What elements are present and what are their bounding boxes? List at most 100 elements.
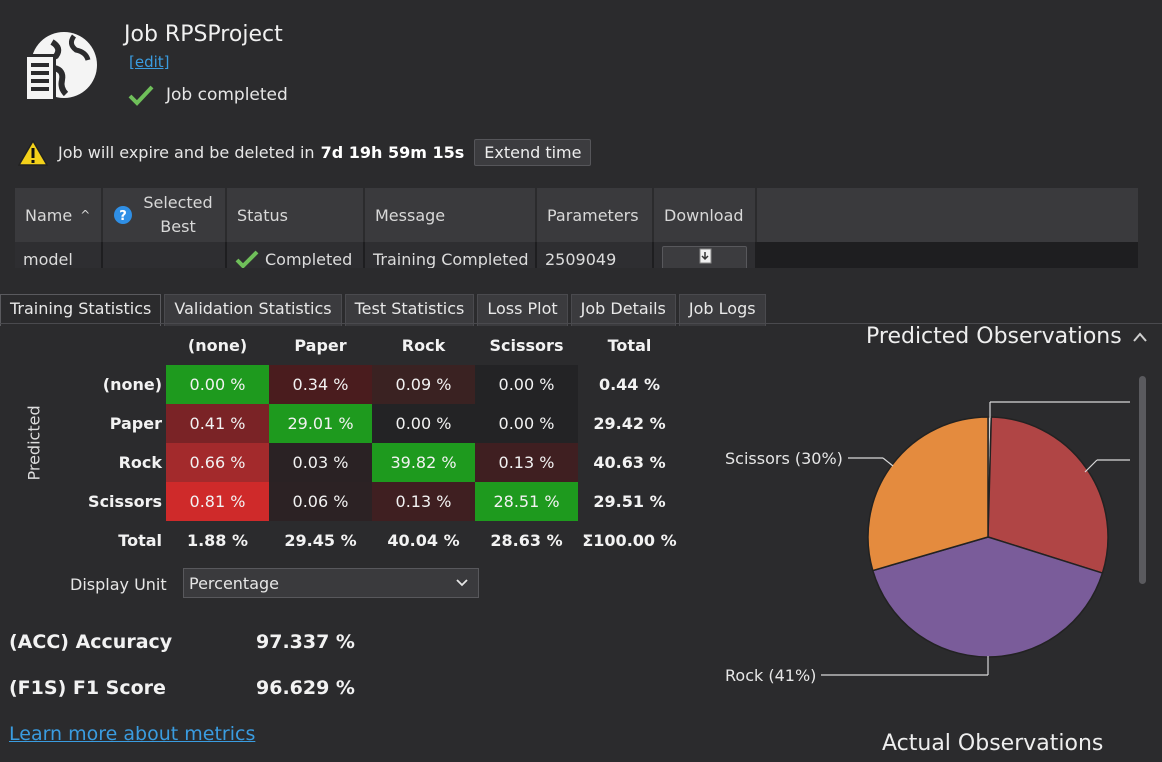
column-name-label: Name — [25, 205, 73, 225]
job-status-text: Job completed — [166, 85, 288, 105]
matrix-cell: 0.81 % — [166, 482, 269, 521]
matrix-cell: 0.03 % — [269, 443, 372, 482]
help-icon[interactable]: ? — [113, 205, 133, 225]
matrix-cell: 0.00 % — [475, 365, 578, 404]
matrix-col-header: Total — [607, 336, 652, 355]
column-header-status[interactable]: Status — [227, 188, 365, 242]
leader-line-scissors — [882, 457, 894, 467]
pie-label-scissors: Scissors (30%) — [725, 449, 843, 468]
sort-ascending-icon: ^ — [80, 208, 91, 222]
svg-text:?: ? — [119, 209, 127, 224]
column-header-selected-best[interactable]: ? Selected Best — [103, 188, 227, 242]
column-header-filler — [757, 188, 1138, 242]
cell-name: model — [15, 242, 103, 268]
confusion-matrix: (none) Paper Rock Scissors Total (none) … — [62, 326, 681, 560]
column-header-name[interactable]: Name ^ — [15, 188, 103, 242]
matrix-totals-row: Total 1.88 % 29.45 % 40.04 % 28.63 % Σ10… — [62, 521, 681, 560]
matrix-col-header: Rock — [401, 336, 446, 355]
jobs-table-header: Name ^ ? Selected Best Status Message Pa… — [15, 188, 1138, 242]
extend-time-button[interactable]: Extend time — [474, 139, 592, 166]
job-title: Job RPSProject — [124, 22, 283, 47]
matrix-cell: 0.00 % — [372, 404, 475, 443]
predicted-observations-title: Predicted Observations — [866, 324, 1122, 349]
cell-status-text: Completed — [265, 250, 353, 268]
tab-bar: Training Statistics Validation Statistic… — [0, 294, 766, 326]
cell-download — [654, 242, 757, 268]
accuracy-label: (ACC) Accuracy — [9, 631, 173, 653]
matrix-cell: 0.00 % — [166, 365, 269, 404]
tab-job-details[interactable]: Job Details — [570, 294, 676, 326]
column-selected-best-label: Selected Best — [143, 193, 213, 236]
matrix-col-total: 1.88 % — [186, 531, 249, 550]
tab-validation-statistics[interactable]: Validation Statistics — [164, 294, 342, 326]
expiry-warning: Job will expire and be deleted in 7d 19h… — [18, 139, 592, 166]
matrix-cell: 0.41 % — [166, 404, 269, 443]
cell-message: Training Completed — [365, 242, 537, 268]
matrix-row: (none) 0.00 % 0.34 % 0.09 % 0.00 % 0.44 … — [62, 365, 681, 404]
matrix-row-total: 29.42 % — [593, 414, 666, 433]
matrix-cell: 39.82 % — [372, 443, 475, 482]
matrix-row: Scissors 0.81 % 0.06 % 0.13 % 28.51 % 29… — [62, 482, 681, 521]
expiry-time-left: 7d 19h 59m 15s — [320, 143, 465, 162]
matrix-axis-label: Predicted — [24, 405, 44, 481]
column-header-download[interactable]: Download — [654, 188, 757, 242]
matrix-cell: 0.06 % — [269, 482, 372, 521]
predicted-observations-pie-chart: Scissors (30%) Rock (41%) — [725, 401, 1130, 685]
matrix-row: Rock 0.66 % 0.03 % 39.82 % 0.13 % 40.63 … — [62, 443, 681, 482]
cell-parameters: 2509049 — [537, 242, 654, 268]
display-unit-select[interactable]: Percentage — [183, 568, 479, 598]
chevron-up-icon[interactable] — [1132, 331, 1148, 343]
tab-loss-plot[interactable]: Loss Plot — [477, 294, 568, 326]
tab-training-statistics[interactable]: Training Statistics — [0, 294, 162, 326]
matrix-cell: 28.51 % — [475, 482, 578, 521]
tab-divider — [0, 323, 1162, 324]
pie-label-rock: Rock (41%) — [725, 666, 816, 685]
actual-observations-title: Actual Observations — [882, 731, 1104, 756]
matrix-cell: 0.13 % — [372, 482, 475, 521]
f1-score-value: 96.629 % — [256, 677, 355, 699]
job-status: Job completed — [128, 84, 288, 106]
matrix-row-header: Rock — [118, 453, 162, 472]
matrix-col-header: (none) — [187, 336, 248, 355]
scrollbar[interactable] — [1139, 376, 1146, 584]
display-unit-label: Display Unit — [70, 575, 167, 594]
matrix-col-header: Paper — [294, 336, 347, 355]
checkmark-icon — [128, 85, 154, 106]
cell-selected-best — [103, 242, 227, 268]
matrix-header-row: (none) Paper Rock Scissors Total — [62, 326, 681, 365]
leader-line-paper — [1084, 459, 1098, 473]
matrix-row-total: 40.63 % — [593, 453, 666, 472]
table-row[interactable]: model Completed Training Completed 25090… — [15, 242, 1138, 268]
learn-more-link[interactable]: Learn more about metrics — [9, 723, 256, 745]
download-icon — [699, 248, 711, 264]
matrix-row-total: 29.51 % — [593, 492, 666, 511]
column-header-parameters[interactable]: Parameters — [537, 188, 654, 242]
cell-filler — [757, 242, 1138, 268]
matrix-row-total: 0.44 % — [598, 375, 661, 394]
f1-score-label: (F1S) F1 Score — [9, 677, 166, 699]
expiry-prefix: Job will expire and be deleted in — [58, 143, 315, 162]
matrix-col-total: 28.63 % — [490, 531, 563, 550]
matrix-cell: 0.66 % — [166, 443, 269, 482]
download-button[interactable] — [662, 246, 747, 268]
matrix-grand-total: Σ100.00 % — [582, 531, 677, 550]
matrix-cell: 29.01 % — [269, 404, 372, 443]
matrix-col-total: 29.45 % — [284, 531, 357, 550]
chevron-down-icon — [456, 579, 468, 587]
matrix-cell: 0.13 % — [475, 443, 578, 482]
pie-slice-rock — [871, 536, 1104, 658]
matrix-row-header: (none) — [102, 375, 162, 394]
matrix-col-total: 40.04 % — [387, 531, 460, 550]
edit-link[interactable]: [edit] — [129, 53, 170, 71]
matrix-row-header: Scissors — [88, 492, 162, 511]
tab-test-statistics[interactable]: Test Statistics — [344, 294, 475, 326]
tab-job-logs[interactable]: Job Logs — [678, 294, 766, 326]
matrix-col-header: Scissors — [489, 336, 564, 355]
accuracy-value: 97.337 % — [256, 631, 355, 653]
matrix-cell: 0.09 % — [372, 365, 475, 404]
cell-status: Completed — [227, 242, 365, 268]
column-header-message[interactable]: Message — [365, 188, 537, 242]
matrix-cell: 0.34 % — [269, 365, 372, 404]
checkmark-icon — [235, 250, 259, 268]
jobs-table: Name ^ ? Selected Best Status Message Pa… — [15, 188, 1138, 268]
